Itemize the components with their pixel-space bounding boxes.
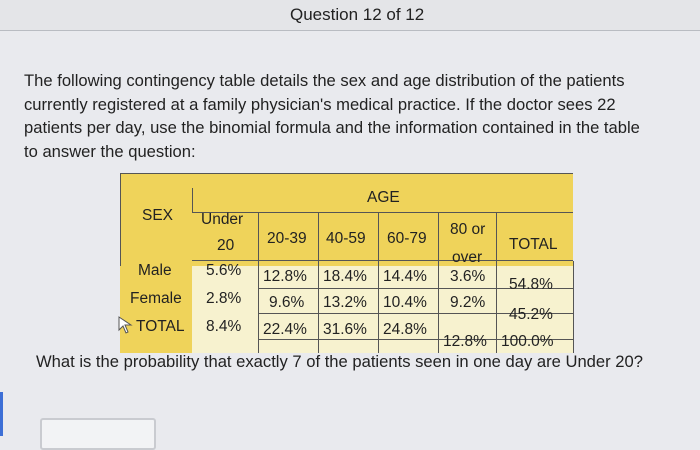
instructions-line-3: patients per day, use the binomial formu… [24,118,640,137]
col-header-under20: 20 [217,237,235,254]
col-divider [378,213,379,261]
table-outer-border [120,173,573,266]
table-cell: 100.0% [501,333,554,350]
mouse-pointer-icon [118,316,133,334]
row-divider [258,339,573,340]
col-header-row [192,213,573,261]
col-header-80-over: over [452,249,483,266]
col-divider [573,261,574,353]
col-divider [258,261,259,353]
table-cell: 8.4% [206,318,242,335]
table-cell: 3.6% [450,268,486,285]
table-cell: 13.2% [323,294,367,311]
contingency-table: AGE SEX Under 20 20-39 40-59 60-79 80 or… [120,173,574,353]
table-cell: 54.8% [509,276,553,293]
col-header-under20: Under [201,211,244,228]
col-header-20-39: 20-39 [267,230,307,247]
table-cell: 22.4% [263,321,307,338]
question-instructions: The following contingency table details … [24,69,684,163]
col-divider [496,213,497,261]
col-divider [438,213,439,261]
instructions-line-2: currently registered at a family physici… [24,94,616,114]
table-cell: 10.4% [383,294,427,311]
age-header-box [192,188,573,213]
top-bar: Question 12 of 12 [0,0,700,30]
row-divider [258,288,573,289]
col-header-80-over: 80 or [450,221,486,238]
row-divider [258,313,573,314]
row-label-female: Female [130,290,182,307]
table-cell: 2.8% [206,290,242,307]
header-divider [0,30,700,31]
question-text: What is the probability that exactly 7 o… [36,352,643,371]
table-cell: 12.8% [443,333,487,350]
table-cell: 9.6% [269,294,305,311]
col-divider [318,261,319,353]
col-header-60-79: 60-79 [387,230,427,247]
table-cell: 14.4% [383,268,427,285]
table-sex-column [120,173,192,353]
table-cell: 9.2% [450,294,486,311]
col-divider [258,213,259,261]
left-accent-bar [0,392,3,436]
col-divider [378,261,379,353]
table-cell: 31.6% [323,321,367,338]
col-header-40-59: 40-59 [326,230,366,247]
col-divider [318,213,319,261]
row-label-total: TOTAL [136,318,185,335]
sex-header: SEX [142,207,174,224]
table-cell: 12.8% [263,268,307,285]
table-cell: 45.2% [509,306,553,323]
col-divider [496,261,497,353]
question-counter: Question 12 of 12 [290,5,425,24]
table-cell: 5.6% [206,262,242,279]
table-cell: 24.8% [383,321,427,338]
age-header: AGE [367,189,400,206]
instructions-line-4: to answer the question: [24,141,196,161]
col-divider [438,261,439,353]
answer-input[interactable] [40,418,156,450]
col-header-total: TOTAL [509,236,558,253]
table-header-band [120,173,573,266]
instructions-line-1: The following contingency table details … [24,71,625,90]
row-label-male: Male [138,262,172,279]
table-cell: 18.4% [323,268,367,285]
